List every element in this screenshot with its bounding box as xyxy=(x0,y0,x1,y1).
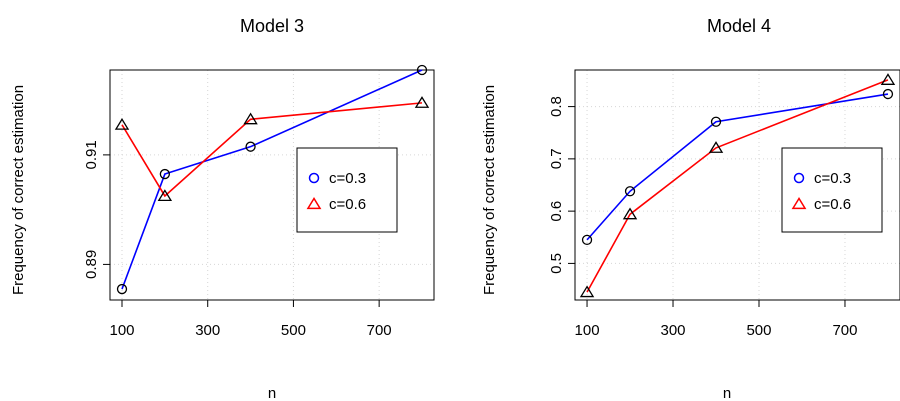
y-tick-label: 0.6 xyxy=(548,201,565,222)
plot-frame xyxy=(574,69,900,301)
chart-title: Model 3 xyxy=(240,16,304,36)
series-line xyxy=(121,102,423,198)
data-point xyxy=(416,64,428,76)
y-tick-label: 0.89 xyxy=(83,250,100,279)
legend: c=0.3 c=0.6 xyxy=(296,147,398,233)
y-tick-label: 0.8 xyxy=(548,96,565,117)
legend-label: c=0.3 xyxy=(814,170,851,187)
data-point xyxy=(157,189,173,202)
legend-box xyxy=(296,147,398,233)
legend-label: c=0.3 xyxy=(329,170,366,187)
x-axis-title: n xyxy=(268,385,276,401)
legend-marker-triangle xyxy=(306,197,322,210)
series-circle xyxy=(581,88,894,246)
chart-model-4: Model 4 100 300 500 700 0.5 0.6 0.7 0.8 n Frequenc… xyxy=(481,16,900,401)
series-line xyxy=(586,79,889,293)
data-point xyxy=(245,141,256,152)
x-tick-label: 500 xyxy=(281,322,306,339)
chart-model-3: Model 3 100 300 500 700 0.89 0.91 n Frequency of… xyxy=(10,16,435,401)
data-point xyxy=(708,141,724,153)
data-point xyxy=(880,73,896,85)
data-point xyxy=(114,118,130,130)
data-point xyxy=(116,283,128,295)
y-tick-label: 0.7 xyxy=(548,148,565,169)
x-tick-label: 100 xyxy=(575,322,600,339)
legend: c=0.3 c=0.6 xyxy=(781,147,883,233)
series-line xyxy=(586,93,889,241)
data-point xyxy=(579,285,595,298)
series-triangle xyxy=(579,73,896,298)
y-tick-label: 0.91 xyxy=(83,140,100,169)
legend-marker-triangle xyxy=(791,197,807,210)
x-tick-label: 500 xyxy=(746,322,771,339)
data-point xyxy=(622,207,638,220)
legend-label: c=0.6 xyxy=(814,196,851,213)
data-point xyxy=(159,168,171,180)
legend-box xyxy=(781,147,883,233)
chart-title: Model 4 xyxy=(707,16,771,36)
series-line xyxy=(121,69,423,290)
y-tick-label: 0.5 xyxy=(548,253,565,274)
legend-label: c=0.6 xyxy=(329,196,366,213)
x-tick-label: 300 xyxy=(661,322,686,339)
plot-frame xyxy=(109,69,435,301)
data-point xyxy=(243,112,258,125)
x-tick-label: 100 xyxy=(109,322,134,339)
data-point xyxy=(882,88,894,100)
legend-marker-circle xyxy=(308,172,320,184)
data-point xyxy=(710,116,722,127)
x-axis-title: n xyxy=(723,385,731,401)
y-axis-title: Frequency of correct estimation xyxy=(481,85,498,295)
series-triangle xyxy=(114,96,430,202)
data-point xyxy=(581,234,593,246)
data-point xyxy=(414,96,430,108)
x-tick-label: 700 xyxy=(367,322,392,339)
legend-marker-circle xyxy=(793,172,805,184)
x-tick-label: 700 xyxy=(832,322,857,339)
x-tick-label: 300 xyxy=(195,322,220,339)
series-circle xyxy=(116,64,428,295)
y-axis-title: Frequency of correct estimation xyxy=(10,85,27,295)
data-point xyxy=(624,186,636,197)
